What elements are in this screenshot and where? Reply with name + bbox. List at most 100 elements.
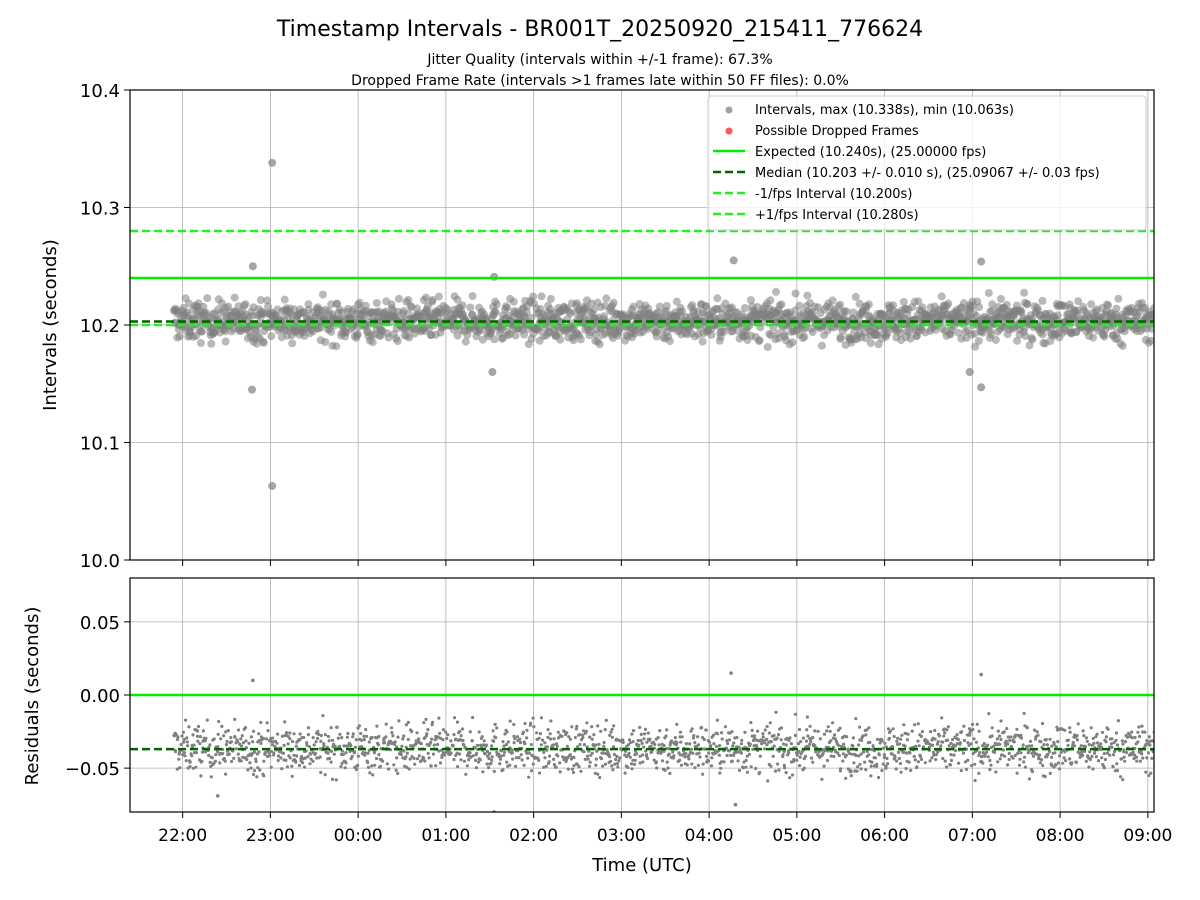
residual-point (957, 761, 961, 765)
residual-point (905, 738, 910, 742)
residual-point (377, 734, 381, 739)
residual-point (687, 757, 691, 761)
residual-point (868, 740, 872, 745)
residual-point (811, 735, 815, 740)
interval-point (864, 300, 873, 309)
residual-point (641, 753, 645, 757)
residual-point (584, 729, 589, 734)
residual-point (678, 758, 682, 762)
residual-point (635, 752, 639, 756)
residual-point (896, 750, 901, 755)
interval-outlier-point (248, 262, 257, 271)
residual-point (257, 750, 261, 754)
residual-point (316, 736, 320, 741)
residual-point (1006, 763, 1010, 767)
residual-point (263, 750, 268, 755)
residual-point (239, 737, 243, 741)
residual-point (754, 766, 758, 771)
residual-point (948, 763, 953, 767)
residual-point (825, 758, 830, 763)
residual-point (683, 755, 687, 759)
legend-lower-label: -1/fps Interval (10.200s) (755, 187, 912, 202)
residual-point (402, 749, 406, 753)
residual-point (881, 762, 885, 766)
residual-point (207, 753, 211, 758)
residual-point (229, 740, 233, 744)
residual-point (730, 759, 734, 763)
residual-point (1053, 751, 1057, 755)
residual-point (346, 731, 350, 736)
residual-point (884, 764, 888, 768)
residual-point (484, 743, 488, 747)
legend-item-upper: +1/fps Interval (10.280s) (713, 208, 919, 223)
residual-point (612, 752, 617, 757)
interval-point (906, 334, 915, 343)
residual-point (436, 742, 440, 747)
residual-point (573, 735, 578, 740)
chart-subtitle-jitter: Jitter Quality (intervals within +/-1 fr… (426, 52, 772, 68)
residual-point (1092, 751, 1097, 755)
residual-point (1009, 744, 1013, 749)
interval-point (772, 287, 780, 296)
interval-point (766, 296, 775, 305)
residual-point (978, 751, 982, 755)
residual-point (652, 758, 656, 762)
residual-point (611, 745, 616, 749)
residual-point (1106, 727, 1110, 731)
residual-point (1048, 737, 1052, 741)
residual-point (276, 732, 280, 736)
interval-point (595, 340, 604, 349)
residual-point (986, 743, 990, 747)
interval-point (353, 330, 362, 339)
residual-point (919, 755, 923, 759)
residual-point (1115, 762, 1119, 766)
residual-point (201, 729, 205, 733)
interval-point (849, 308, 858, 317)
residual-point (871, 744, 875, 748)
interval-outlier-point (729, 256, 738, 265)
residual-point (549, 719, 553, 723)
residual-point (941, 756, 945, 761)
residual-point (518, 741, 523, 745)
residual-point (181, 730, 185, 734)
residual-point (204, 736, 208, 740)
residual-point (175, 737, 180, 742)
residual-point (865, 728, 869, 732)
residual-point (1050, 744, 1054, 748)
residual-point (548, 732, 552, 736)
residual-point (961, 751, 966, 755)
residual-point (632, 762, 637, 767)
residual-point (772, 733, 776, 738)
residual-point (301, 761, 305, 765)
residual-point (475, 743, 480, 748)
residual-point (831, 721, 835, 725)
residual-point (427, 756, 431, 760)
residual-point (639, 732, 643, 737)
residual-point (405, 765, 409, 770)
residual-point (219, 737, 223, 741)
residual-point (578, 733, 582, 737)
residual-point (397, 719, 401, 723)
residual-point (1124, 750, 1129, 755)
residual-point (297, 763, 302, 768)
residual-point (298, 737, 302, 742)
residual-point (1057, 767, 1061, 771)
residual-point (949, 741, 953, 745)
residual-point (493, 722, 497, 727)
residual-point (712, 742, 716, 746)
x-tick-label: 04:00 (685, 826, 734, 846)
residual-point (487, 756, 491, 761)
residual-point (522, 763, 526, 767)
residual-point (798, 755, 802, 759)
residual-point (514, 764, 518, 769)
residual-point (473, 758, 478, 763)
residual-point (481, 770, 485, 774)
residual-point (234, 747, 238, 751)
residual-point (937, 734, 942, 738)
residual-point (642, 737, 646, 741)
residual-point (744, 758, 748, 763)
residual-point (370, 735, 374, 740)
residual-point (502, 753, 506, 757)
interval-point (662, 302, 671, 310)
residual-point (410, 729, 414, 734)
